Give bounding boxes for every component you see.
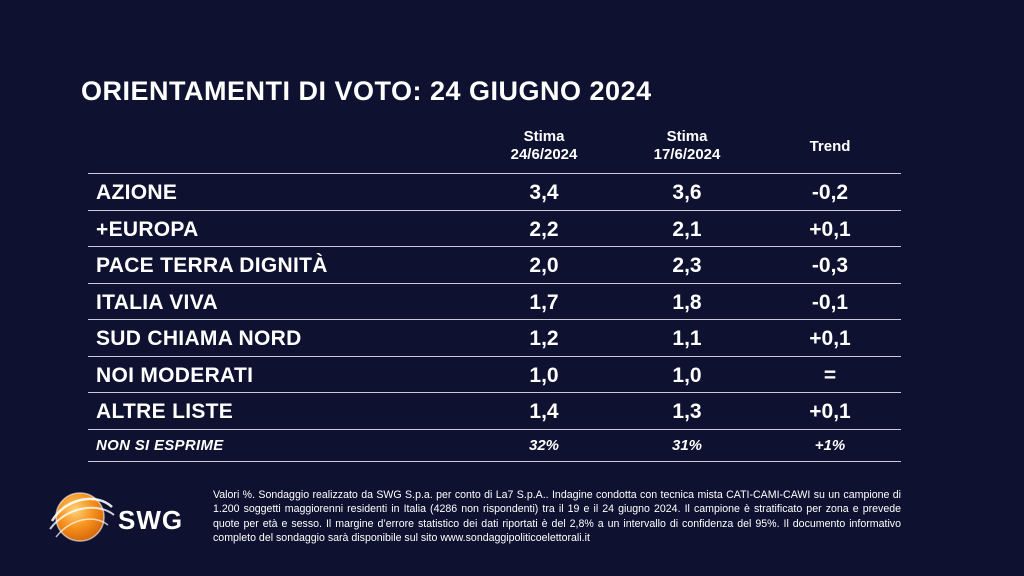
previous-value: 1,3 bbox=[672, 400, 702, 423]
previous-value: 2,3 bbox=[672, 254, 702, 277]
globe-swirl-icon bbox=[49, 506, 115, 530]
table-row: ALTRE LISTE 1,4 1,3 +0,1 bbox=[88, 393, 901, 430]
column-header-previous-line2: 17/6/2024 bbox=[653, 146, 721, 163]
table-row: AZIONE 3,4 3,6 -0,2 bbox=[88, 174, 901, 211]
previous-value: 1,0 bbox=[672, 363, 702, 387]
table-row: PACE TERRA DIGNITÀ 2,0 2,3 -0,3 bbox=[88, 247, 901, 284]
table-row: SUD CHIAMA NORD 1,2 1,1 +0,1 bbox=[88, 320, 901, 357]
column-header-previous-line1: Stima bbox=[666, 128, 708, 145]
current-value: 1,4 bbox=[529, 400, 559, 423]
table-row: NOI MODERATI 1,0 1,0 = bbox=[88, 357, 901, 393]
column-header-current-line2: 24/6/2024 bbox=[510, 146, 578, 163]
column-header-current: Stima 24/6/2024 bbox=[469, 128, 619, 164]
current-value: 1,0 bbox=[529, 363, 559, 387]
party-label: NOI MODERATI bbox=[96, 363, 254, 387]
summary-label: NON SI ESPRIME bbox=[96, 436, 224, 454]
summary-trend-value: +1% bbox=[814, 436, 846, 454]
swg-globe-logo bbox=[49, 492, 115, 542]
trend-value: +0,1 bbox=[809, 327, 851, 350]
trend-value: -0,1 bbox=[811, 290, 849, 314]
party-label: SUD CHIAMA NORD bbox=[96, 327, 302, 350]
party-label: PACE TERRA DIGNITÀ bbox=[96, 254, 328, 277]
trend-value: +0,1 bbox=[809, 400, 851, 423]
previous-value: 2,1 bbox=[672, 217, 702, 241]
previous-value: 1,1 bbox=[672, 327, 702, 350]
party-label: +EUROPA bbox=[96, 217, 199, 241]
trend-value: +0,1 bbox=[809, 217, 851, 241]
swg-logo-text: SWG bbox=[118, 505, 184, 535]
current-value: 1,7 bbox=[529, 290, 559, 314]
current-value: 2,2 bbox=[529, 217, 559, 241]
previous-value: 1,8 bbox=[672, 290, 702, 314]
summary-current-value: 32% bbox=[528, 436, 560, 454]
party-label: ALTRE LISTE bbox=[96, 400, 234, 423]
previous-value: 3,6 bbox=[672, 181, 702, 204]
party-label: AZIONE bbox=[96, 181, 178, 204]
page-title: ORIENTAMENTI DI VOTO: 24 GIUGNO 2024 bbox=[81, 76, 652, 106]
party-label: ITALIA VIVA bbox=[96, 290, 218, 314]
current-value: 1,2 bbox=[529, 327, 559, 350]
summary-previous-value: 31% bbox=[671, 436, 703, 454]
trend-value: -0,2 bbox=[811, 181, 849, 204]
table-row: +EUROPA 2,2 2,1 +0,1 bbox=[88, 211, 901, 247]
poll-table: AZIONE 3,4 3,6 -0,2 +EUROPA 2,2 2,1 +0,1… bbox=[88, 173, 901, 462]
trend-value: = bbox=[823, 363, 837, 387]
column-header-trend: Trend bbox=[809, 138, 851, 155]
current-value: 2,0 bbox=[529, 254, 559, 277]
methodology-footnote: Valori %. Sondaggio realizzato da SWG S.… bbox=[213, 489, 901, 544]
trend-value: -0,3 bbox=[811, 254, 849, 277]
column-header-current-line1: Stima bbox=[523, 128, 565, 145]
column-header-previous: Stima 17/6/2024 bbox=[612, 128, 762, 164]
table-row: ITALIA VIVA 1,7 1,8 -0,1 bbox=[88, 284, 901, 320]
current-value: 3,4 bbox=[529, 181, 559, 204]
summary-row: NON SI ESPRIME 32% 31% +1% bbox=[88, 430, 901, 462]
